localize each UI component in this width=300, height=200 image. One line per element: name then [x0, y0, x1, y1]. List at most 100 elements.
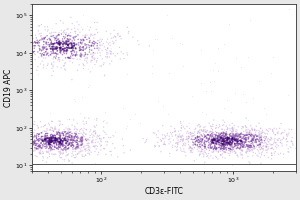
Point [214, 126, 219, 129]
Point [72, 49, 76, 52]
Point [81, 38, 86, 41]
Point [50, 42, 55, 45]
Point [22, 61, 27, 64]
Point [14, 140, 19, 143]
Point [23, 45, 28, 49]
Point [31, 135, 35, 139]
Point [206, 156, 211, 160]
Point [220, 152, 225, 155]
Point [58, 136, 62, 139]
Point [90, 140, 95, 143]
Point [241, 133, 246, 136]
Point [187, 146, 192, 150]
Point [34, 148, 39, 151]
Point [173, 142, 178, 145]
Point [226, 136, 230, 139]
Point [228, 134, 232, 137]
Point [105, 46, 110, 50]
Point [208, 135, 212, 138]
Point [68, 38, 73, 41]
Point [184, 135, 189, 138]
Point [193, 140, 198, 143]
Point [87, 41, 92, 44]
Point [200, 129, 204, 132]
Point [221, 132, 226, 135]
Point [75, 20, 80, 23]
Point [4, 66, 8, 69]
Point [65, 34, 70, 37]
Point [29, 125, 34, 128]
Point [92, 145, 97, 149]
Point [26, 46, 31, 50]
Point [253, 133, 258, 136]
Point [35, 50, 40, 54]
Point [33, 154, 38, 157]
Point [61, 30, 66, 33]
Point [93, 129, 98, 132]
Point [34, 142, 38, 145]
Point [84, 147, 88, 150]
Point [252, 147, 256, 150]
Point [226, 137, 231, 140]
Point [85, 138, 89, 141]
Point [217, 139, 221, 142]
Point [104, 30, 109, 33]
Point [55, 34, 60, 37]
Point [37, 132, 42, 135]
Point [48, 128, 53, 131]
Point [57, 128, 62, 131]
Point [258, 136, 263, 139]
Point [213, 155, 218, 158]
Point [46, 62, 50, 65]
Point [239, 127, 244, 130]
Point [211, 147, 216, 151]
Point [222, 135, 226, 138]
Point [44, 151, 49, 154]
Point [60, 47, 65, 50]
Point [264, 145, 268, 149]
Point [245, 130, 250, 133]
Point [101, 63, 106, 66]
Point [49, 126, 53, 129]
Point [73, 53, 78, 57]
Point [220, 140, 225, 143]
Point [38, 137, 43, 140]
Point [26, 68, 31, 71]
Point [189, 147, 194, 150]
Point [103, 48, 108, 51]
Point [77, 140, 82, 143]
Point [234, 139, 239, 142]
Point [221, 138, 226, 141]
Point [273, 133, 278, 136]
Point [211, 79, 216, 82]
Point [0, 153, 4, 156]
Point [192, 146, 197, 149]
Point [282, 129, 287, 132]
Point [266, 140, 271, 143]
Point [206, 152, 211, 155]
Point [70, 143, 75, 146]
Point [208, 90, 213, 93]
Point [39, 138, 44, 141]
Point [64, 39, 69, 42]
Point [26, 131, 31, 134]
Point [261, 144, 266, 147]
Point [83, 154, 88, 157]
Point [276, 132, 280, 135]
Point [30, 127, 35, 131]
Point [198, 152, 203, 156]
Point [81, 45, 85, 49]
Point [230, 136, 235, 139]
Point [135, 39, 140, 42]
Point [45, 136, 50, 139]
Point [184, 154, 188, 157]
Point [244, 151, 249, 154]
Point [261, 131, 266, 134]
Point [50, 134, 55, 137]
Point [234, 137, 239, 140]
Point [80, 41, 84, 44]
Point [195, 124, 200, 127]
Point [8, 143, 12, 147]
Point [30, 137, 35, 140]
Point [56, 42, 60, 45]
